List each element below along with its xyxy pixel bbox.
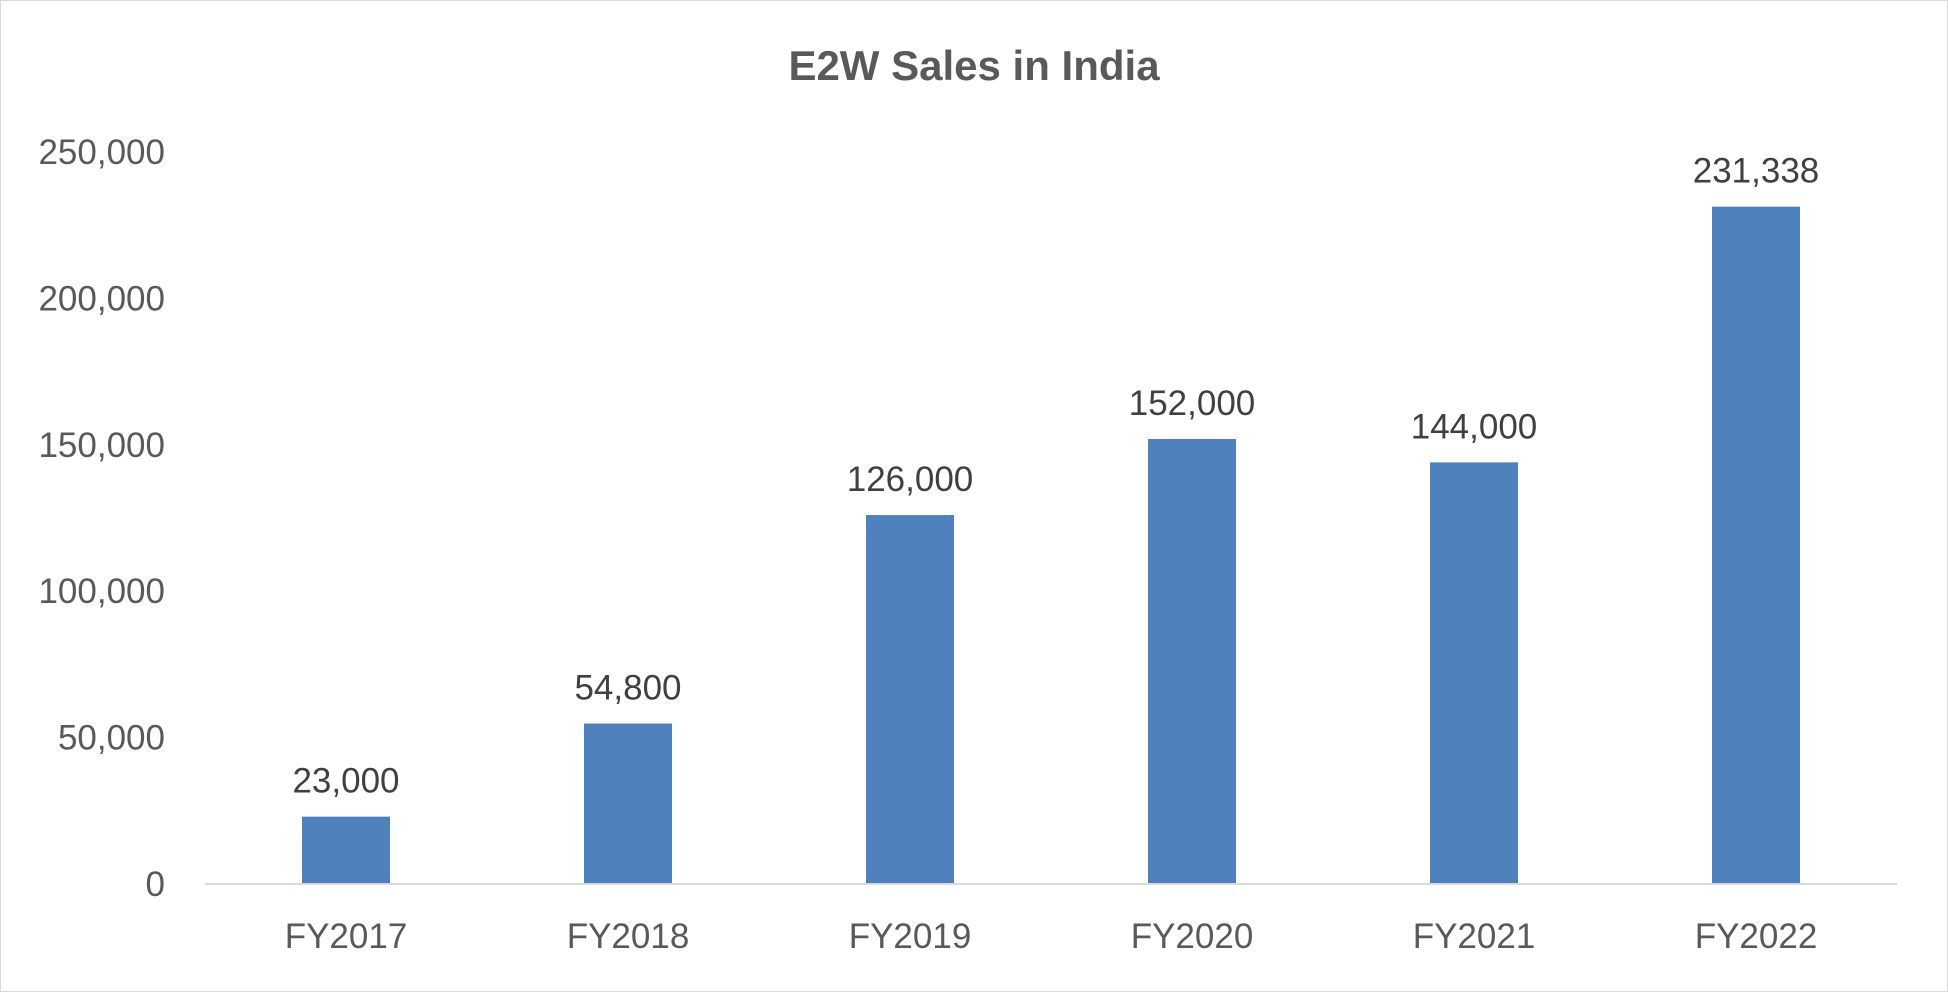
- y-axis: 0 50,000 100,000 150,000 200,000 250,000: [38, 133, 165, 904]
- data-labels: 23,000 54,800 126,000 152,000 144,000 231,338: [292, 152, 1819, 801]
- y-tick-label: 50,000: [58, 719, 165, 758]
- data-label-fy2017: 23,000: [292, 762, 399, 801]
- bar-fy2018: [584, 723, 672, 884]
- bar-fy2020: [1148, 438, 1236, 884]
- x-tick-label-fy2020: FY2020: [1131, 917, 1254, 956]
- bars: [302, 206, 1800, 884]
- data-label-fy2018: 54,800: [574, 669, 681, 708]
- data-label-fy2022: 231,338: [1693, 152, 1820, 191]
- chart-title: E2W Sales in India: [788, 42, 1160, 89]
- x-tick-label-fy2022: FY2022: [1695, 917, 1818, 956]
- bar-fy2021: [1430, 462, 1518, 884]
- y-tick-label: 200,000: [38, 279, 165, 318]
- y-tick-label: 150,000: [38, 426, 165, 465]
- x-tick-label-fy2019: FY2019: [849, 917, 972, 956]
- data-label-fy2021: 144,000: [1411, 407, 1538, 446]
- x-tick-label-fy2018: FY2018: [567, 917, 690, 956]
- data-label-fy2019: 126,000: [847, 460, 974, 499]
- data-label-fy2020: 152,000: [1129, 384, 1256, 423]
- x-tick-label-fy2017: FY2017: [285, 917, 408, 956]
- bar-fy2022: [1712, 206, 1800, 884]
- bar-fy2017: [302, 816, 390, 884]
- y-tick-label: 100,000: [38, 572, 165, 611]
- x-tick-label-fy2021: FY2021: [1413, 917, 1536, 956]
- y-tick-label: 0: [146, 865, 165, 904]
- x-axis: FY2017 FY2018 FY2019 FY2020 FY2021 FY2022: [205, 883, 1897, 956]
- y-tick-label: 250,000: [38, 133, 165, 172]
- bar-fy2019: [866, 515, 954, 884]
